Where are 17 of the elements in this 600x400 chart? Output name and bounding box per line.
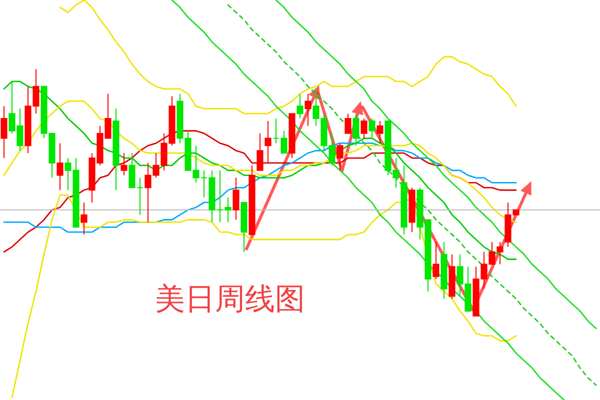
candlestick [264,120,272,164]
candlestick [120,152,128,176]
candlestick [56,142,64,191]
candlestick [360,118,368,139]
candlestick [256,132,264,171]
candlestick [304,93,312,126]
candlestick [0,106,8,159]
candlestick [432,241,440,280]
text: 美日周线图 [155,282,305,317]
candlestick [232,177,240,220]
candlestick [368,118,376,139]
candlestick [336,142,344,171]
candlestick [344,113,352,134]
candlestick [352,113,360,146]
candlestick [296,93,304,120]
candlestick [80,202,88,236]
candlestick [376,120,384,144]
